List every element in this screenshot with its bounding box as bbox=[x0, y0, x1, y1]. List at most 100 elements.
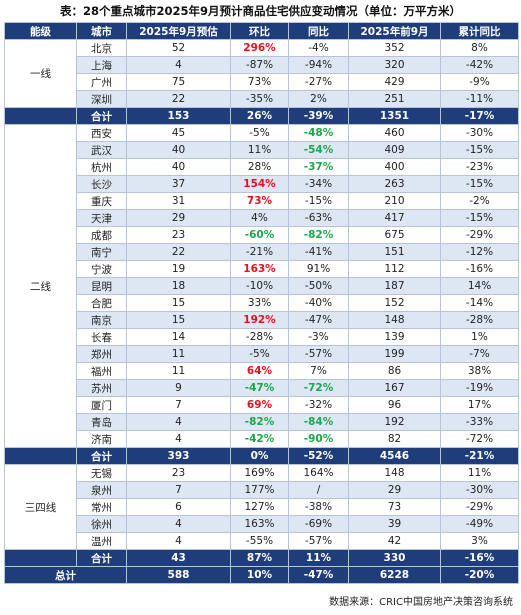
data-cell: 64% bbox=[230, 362, 289, 380]
data-cell: 296% bbox=[230, 39, 289, 57]
data-cell: 177% bbox=[230, 481, 289, 499]
data-cell: 15 bbox=[126, 294, 231, 312]
data-row: 杭州 40 28% -37% 400 -23% bbox=[5, 158, 519, 176]
data-cell: 昆明 bbox=[76, 277, 127, 295]
data-cell: 29 bbox=[348, 481, 441, 499]
supply-table: 能级 城市 2025年9月预估 环比 同比 2025年前9月 累计同比 一线 北京 52 296%… bbox=[4, 22, 519, 584]
data-cell: 8% bbox=[440, 39, 519, 57]
data-cell: 40 bbox=[126, 158, 231, 176]
header-row: 能级 城市 2025年9月预估 环比 同比 2025年前9月 累计同比 bbox=[4, 22, 519, 40]
data-cell: -57% bbox=[288, 345, 349, 363]
data-cell: -15% bbox=[440, 141, 519, 159]
data-cell: 17% bbox=[440, 396, 519, 414]
data-cell: -82% bbox=[230, 413, 289, 431]
data-cell: 福州 bbox=[76, 362, 127, 380]
data-cell: -21% bbox=[230, 243, 289, 261]
data-cell: 45 bbox=[126, 124, 231, 142]
data-cell: 7 bbox=[126, 481, 231, 499]
data-cell: -7% bbox=[440, 345, 519, 363]
total-cell: 588 bbox=[126, 566, 231, 584]
data-cell: 4% bbox=[230, 209, 289, 227]
data-cell: 11 bbox=[126, 362, 231, 380]
data-cell: 148 bbox=[348, 464, 441, 482]
data-cell: 52 bbox=[126, 39, 231, 57]
subtotal-cell: 26% bbox=[230, 107, 289, 125]
data-cell: 南京 bbox=[76, 311, 127, 329]
data-cell: 154% bbox=[230, 175, 289, 193]
data-cell: 14 bbox=[126, 328, 231, 346]
data-row: 武汉 40 11% -54% 409 -15% bbox=[5, 141, 519, 159]
total-cell: -47% bbox=[288, 566, 349, 584]
data-cell: 南宁 bbox=[76, 243, 127, 261]
data-cell: 6 bbox=[126, 498, 231, 516]
data-cell: 263 bbox=[348, 175, 441, 193]
data-cell: -15% bbox=[440, 209, 519, 227]
data-cell: -9% bbox=[440, 73, 519, 91]
data-cell: 39 bbox=[348, 515, 441, 533]
subtotal-cell: -52% bbox=[288, 447, 349, 465]
data-cell: -15% bbox=[440, 175, 519, 193]
data-cell: 40 bbox=[126, 141, 231, 159]
subtotal-cell: 4546 bbox=[348, 447, 441, 465]
data-cell: -3% bbox=[288, 328, 349, 346]
data-cell: 无锡 bbox=[76, 464, 127, 482]
data-cell: 3% bbox=[440, 532, 519, 550]
data-cell: -5% bbox=[230, 124, 289, 142]
data-cell: 成都 bbox=[76, 226, 127, 244]
data-cell: 127% bbox=[230, 498, 289, 516]
data-row: 深圳 22 -35% 2% 251 -11% bbox=[5, 90, 519, 108]
data-row: 重庆 31 73% -15% 210 -2% bbox=[5, 192, 519, 210]
data-cell: 11% bbox=[230, 141, 289, 159]
header-cell: 城市 bbox=[76, 22, 127, 40]
data-cell: 192% bbox=[230, 311, 289, 329]
data-cell: -28% bbox=[230, 328, 289, 346]
total-row: 总计 588 10% -47% 6228 -20% bbox=[4, 566, 519, 584]
data-cell: 169% bbox=[230, 464, 289, 482]
data-cell: 22 bbox=[126, 90, 231, 108]
data-cell: 合肥 bbox=[76, 294, 127, 312]
data-cell: -40% bbox=[288, 294, 349, 312]
data-cell: 73% bbox=[230, 192, 289, 210]
data-cell: -10% bbox=[230, 277, 289, 295]
data-row: 常州 6 127% -38% 73 -29% bbox=[5, 498, 519, 516]
data-cell: 38% bbox=[440, 362, 519, 380]
data-cell: -11% bbox=[440, 90, 519, 108]
data-cell: -57% bbox=[288, 532, 349, 550]
data-row: 广州 75 73% -27% 429 -9% bbox=[5, 73, 519, 91]
subtotal-cell: -21% bbox=[440, 447, 519, 465]
data-row: 一线 北京 52 296% -4% 352 8% bbox=[4, 39, 519, 108]
subtotal-cell: -17% bbox=[440, 107, 519, 125]
data-cell: -49% bbox=[440, 515, 519, 533]
data-cell: 417 bbox=[348, 209, 441, 227]
subtotal-blank bbox=[4, 107, 77, 125]
data-cell: 31 bbox=[126, 192, 231, 210]
data-cell: 73 bbox=[348, 498, 441, 516]
data-cell: -84% bbox=[288, 413, 349, 431]
data-cell: 23 bbox=[126, 464, 231, 482]
data-cell: -90% bbox=[288, 430, 349, 448]
data-cell: 重庆 bbox=[76, 192, 127, 210]
data-cell: 温州 bbox=[76, 532, 127, 550]
total-cell: 总计 bbox=[4, 566, 127, 584]
data-cell: -5% bbox=[230, 345, 289, 363]
data-cell: 济南 bbox=[76, 430, 127, 448]
data-cell: 37 bbox=[126, 175, 231, 193]
data-cell: 武汉 bbox=[76, 141, 127, 159]
data-cell: 73% bbox=[230, 73, 289, 91]
data-cell: -72% bbox=[440, 430, 519, 448]
data-cell: -35% bbox=[230, 90, 289, 108]
data-cell: -16% bbox=[440, 260, 519, 278]
data-cell: 西安 bbox=[76, 124, 127, 142]
data-cell: 675 bbox=[348, 226, 441, 244]
data-cell: 常州 bbox=[76, 498, 127, 516]
data-cell: 长沙 bbox=[76, 175, 127, 193]
subtotal-row: 合计 153 26% -39% 1351 -17% bbox=[4, 107, 519, 125]
data-cell: -34% bbox=[288, 175, 349, 193]
subtotal-cell: 合计 bbox=[76, 549, 127, 567]
header-cell: 同比 bbox=[288, 22, 349, 40]
data-row: 南京 15 192% -47% 148 -28% bbox=[5, 311, 519, 329]
data-cell: / bbox=[288, 481, 349, 499]
data-cell: -32% bbox=[288, 396, 349, 414]
total-cell: -20% bbox=[440, 566, 519, 584]
data-row: 南宁 22 -21% -41% 151 -12% bbox=[5, 243, 519, 261]
